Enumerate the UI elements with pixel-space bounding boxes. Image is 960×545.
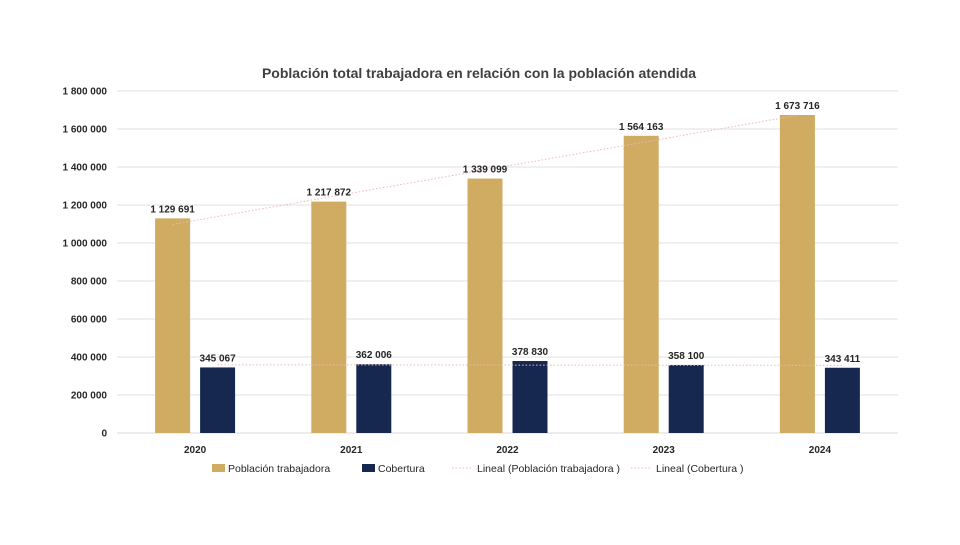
- trendline-poblacion-trabajadora: [172, 114, 798, 225]
- data-label: 343 411: [825, 354, 861, 365]
- data-label: 1 673 716: [775, 101, 820, 112]
- legend-swatch: [212, 464, 225, 472]
- bar-cobertura: [356, 364, 392, 433]
- y-tick-label: 1 000 000: [63, 239, 108, 250]
- y-tick-label: 1 200 000: [63, 201, 108, 212]
- y-tick-label: 1 800 000: [63, 87, 108, 98]
- trendlines: [172, 114, 843, 366]
- data-label: 1 564 163: [619, 122, 664, 133]
- y-tick-label: 200 000: [71, 391, 108, 402]
- legend-item-lineal-cobertura: Lineal (Cobertura ): [631, 463, 744, 475]
- data-label: 1 217 872: [307, 188, 352, 199]
- x-tick-label: 2021: [340, 445, 363, 456]
- legend-item-poblacion-trabajadora: Población trabajadora: [212, 463, 330, 475]
- legend-item-lineal-poblacion: Lineal (Población trabajadora ): [452, 463, 620, 475]
- data-label: 378 830: [512, 347, 549, 358]
- bar-poblacion-trabajadora: [467, 178, 503, 433]
- bar-poblacion-trabajadora: [779, 114, 815, 433]
- data-label: 345 067: [200, 353, 237, 364]
- data-label: 362 006: [356, 350, 393, 361]
- x-tick-label: 2022: [496, 445, 519, 456]
- data-label: 358 100: [668, 351, 705, 362]
- bar-cobertura: [200, 367, 236, 433]
- legend-label: Población trabajadora: [228, 463, 330, 475]
- y-tick-label: 400 000: [71, 353, 108, 364]
- bar-poblacion-trabajadora: [155, 218, 191, 433]
- legend-label: Lineal (Población trabajadora ): [477, 463, 620, 475]
- y-tick-label: 1 600 000: [63, 125, 108, 136]
- bar-cobertura: [824, 367, 860, 433]
- bar-poblacion-trabajadora: [623, 135, 659, 434]
- trendline-cobertura: [217, 364, 843, 366]
- legend-label: Cobertura: [378, 463, 425, 475]
- y-tick-label: 800 000: [71, 277, 108, 288]
- y-tick-label: 1 400 000: [63, 163, 108, 174]
- gridlines: [117, 90, 898, 396]
- chart-title: Población total trabajadora en relación …: [262, 65, 696, 81]
- x-tick-label: 2023: [653, 445, 676, 456]
- legend: Población trabajadora Cobertura Lineal (Po…: [212, 463, 744, 475]
- data-labels: 1 129 691 1 217 872 1 339 099 1 564 163 1 67…: [150, 101, 860, 365]
- y-tick-label: 0: [101, 429, 107, 440]
- bar-cobertura: [668, 364, 704, 433]
- bar-cobertura: [512, 361, 548, 433]
- y-tick-label: 600 000: [71, 315, 108, 326]
- data-label: 1 129 691: [150, 204, 195, 215]
- bar-poblacion-trabajadora: [311, 201, 347, 433]
- data-label: 1 339 099: [463, 165, 508, 176]
- legend-item-cobertura: Cobertura: [362, 463, 425, 475]
- bars: [155, 114, 860, 434]
- x-tick-label: 2024: [809, 445, 832, 456]
- x-tick-label: 2020: [184, 445, 207, 456]
- legend-label: Lineal (Cobertura ): [656, 463, 744, 475]
- axes: 0 200 000 400 000 600 000 800 000 1 000 000 1 …: [63, 87, 898, 456]
- legend-swatch: [362, 464, 375, 472]
